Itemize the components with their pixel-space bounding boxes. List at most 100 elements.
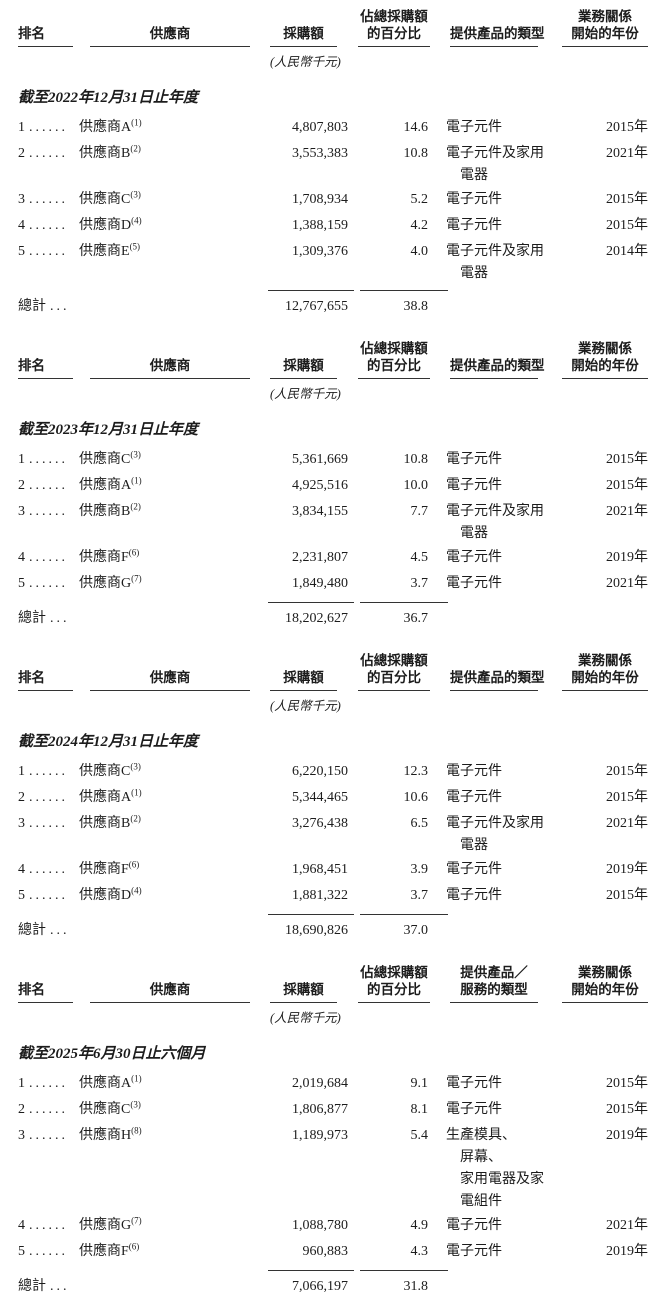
supplier-name: 供應商F: [79, 1244, 129, 1259]
supplier-name: 供應商B: [79, 816, 131, 831]
header-line-top: [18, 340, 73, 357]
pct-of-total: 10.8: [403, 146, 429, 161]
pct-of-total: 10.0: [403, 478, 429, 493]
rank-dot-leader: ......: [29, 1128, 68, 1143]
product-type-line: 電器: [460, 168, 488, 183]
header-line-bottom: 供應商: [149, 26, 191, 41]
supplier-cell: 供應商B(2): [68, 141, 250, 187]
supplier-name: 供應商A: [79, 1076, 132, 1091]
total-purchase-amount: 7,066,197: [292, 1279, 348, 1293]
relationship-start-year: 2015年: [606, 218, 648, 233]
total-dot-leader: ...: [50, 299, 70, 314]
col-header-underline-pct: 佔總採購額 的百分比: [358, 8, 430, 47]
rank-dot-leader: ......: [29, 192, 68, 207]
total-pct: 38.8: [403, 299, 429, 314]
footnote-ref: (4): [131, 215, 142, 226]
purchase-amount: 1,309,376: [292, 244, 348, 259]
table-row: 2...... 供應商A(1) 5,344,465 10.6 電子元件 2015年: [18, 785, 648, 811]
rank-number: 2: [18, 1102, 25, 1117]
rank-number: 2: [18, 790, 25, 805]
table-row: 3...... 供應商B(2) 3,834,155 7.7 電子元件及家用 電器 2021年: [18, 499, 648, 545]
table-header: 排名 供應商 採購額 佔總採購額 的百分比 提供產品的類型 業務關係 開始的年份: [18, 652, 648, 691]
header-line-top: [90, 964, 250, 981]
rank-dot-leader: ......: [29, 816, 68, 831]
header-line-top: [270, 8, 337, 25]
rank-cell: 3......: [18, 811, 68, 857]
product-type-line: 電子元件: [446, 192, 502, 207]
product-type-line: 電子元件: [446, 790, 502, 805]
rank-number: 4: [18, 862, 25, 877]
relationship-start-year: 2019年: [606, 550, 648, 565]
table-row: 4...... 供應商F(6) 1,968,451 3.9 電子元件 2019年: [18, 857, 648, 883]
col-header-pct: 佔總採購額 的百分比: [348, 652, 430, 691]
product-type-line: 電子元件及家用: [446, 146, 544, 161]
supplier-name: 供應商A: [79, 478, 132, 493]
product-type-cell: 電子元件: [428, 473, 538, 499]
product-type-line: 電子元件: [446, 862, 502, 877]
footnote-ref: (6): [128, 1241, 140, 1252]
supplier-cell: 供應商C(3): [68, 447, 250, 473]
relationship-start-year: 2021年: [606, 1218, 648, 1233]
supplier-table-2: 排名 供應商 採購額 佔總採購額 的百分比 提供產品的類型 業務關係 開始的年份 (人民幣千元)…: [18, 340, 648, 632]
pct-of-total: 12.3: [403, 764, 429, 779]
product-type-cell: 電子元件: [428, 1213, 538, 1239]
col-header-underline-supplier: 供應商: [90, 8, 250, 47]
unit-row: (人民幣千元): [18, 691, 648, 714]
col-header-underline-product: 提供產品的類型: [450, 652, 545, 691]
rank-cell: 4......: [18, 545, 68, 571]
pct-of-total: 4.9: [410, 1218, 429, 1233]
pct-of-total: 7.7: [410, 504, 429, 519]
header-line-bottom: 供應商: [149, 670, 191, 685]
table-row: 1...... 供應商C(3) 5,361,669 10.8 電子元件 2015年: [18, 447, 648, 473]
rank-dot-leader: ......: [29, 218, 68, 233]
table-row: 1...... 供應商C(3) 6,220,150 12.3 電子元件 2015年: [18, 759, 648, 785]
header-line-top: 業務關係: [578, 965, 632, 980]
header-line-top: [450, 340, 538, 357]
col-header-pct: 佔總採購額 的百分比: [348, 964, 430, 1003]
footnote-ref: (7): [131, 1215, 142, 1226]
total-rule-pct: [360, 1265, 448, 1271]
total-label: 總計: [18, 923, 46, 938]
col-header-underline-year: 業務關係 開始的年份: [562, 340, 648, 379]
product-type-line: 生產模具、: [446, 1128, 516, 1143]
supplier-name: 供應商C: [79, 192, 131, 207]
rank-number: 3: [18, 816, 25, 831]
supplier-name: 供應商G: [79, 1218, 132, 1233]
rank-cell: 1......: [18, 447, 68, 473]
supplier-name: 供應商C: [79, 452, 131, 467]
purchase-amount: 4,925,516: [292, 478, 348, 493]
product-type-cell: 電子元件: [428, 1239, 538, 1265]
rank-cell: 1......: [18, 759, 68, 785]
purchase-amount: 3,276,438: [292, 816, 348, 831]
relationship-start-year: 2015年: [606, 478, 648, 493]
header-line-top: 業務關係: [578, 653, 632, 668]
purchase-amount: 1,189,973: [292, 1128, 348, 1143]
supplier-name: 供應商D: [79, 218, 132, 233]
product-type-line: 電子元件: [446, 1102, 502, 1117]
relationship-start-year: 2019年: [606, 1244, 648, 1259]
total-label-cell: 總計...: [18, 606, 250, 632]
header-line-top: 業務關係: [578, 9, 632, 24]
period-title: 截至2022年12月31日止年度: [18, 90, 199, 106]
purchase-amount: 1,849,480: [292, 576, 348, 591]
footnote-ref: (1): [131, 1073, 142, 1084]
purchase-amount: 1,708,934: [292, 192, 348, 207]
col-header-product: 提供產品的類型: [428, 652, 545, 691]
supplier-name: 供應商F: [79, 550, 129, 565]
col-header-amount: 採購額: [250, 652, 348, 691]
rank-number: 3: [18, 504, 25, 519]
header-line-bottom: 提供產品的類型: [450, 358, 545, 373]
product-type-line: 電子元件: [446, 1218, 502, 1233]
header-line-top: [18, 652, 73, 669]
header-line-top: [90, 8, 250, 25]
col-header-amount: 採購額: [250, 964, 348, 1003]
col-header-pct: 佔總採購額 的百分比: [348, 340, 430, 379]
supplier-name: 供應商C: [79, 1102, 131, 1117]
total-label: 總計: [18, 299, 46, 314]
col-header-rank: 排名: [18, 8, 73, 47]
rank-number: 5: [18, 888, 25, 903]
total-pct: 37.0: [403, 923, 429, 938]
header-line-top: 業務關係: [578, 341, 632, 356]
relationship-start-year: 2021年: [606, 816, 648, 831]
